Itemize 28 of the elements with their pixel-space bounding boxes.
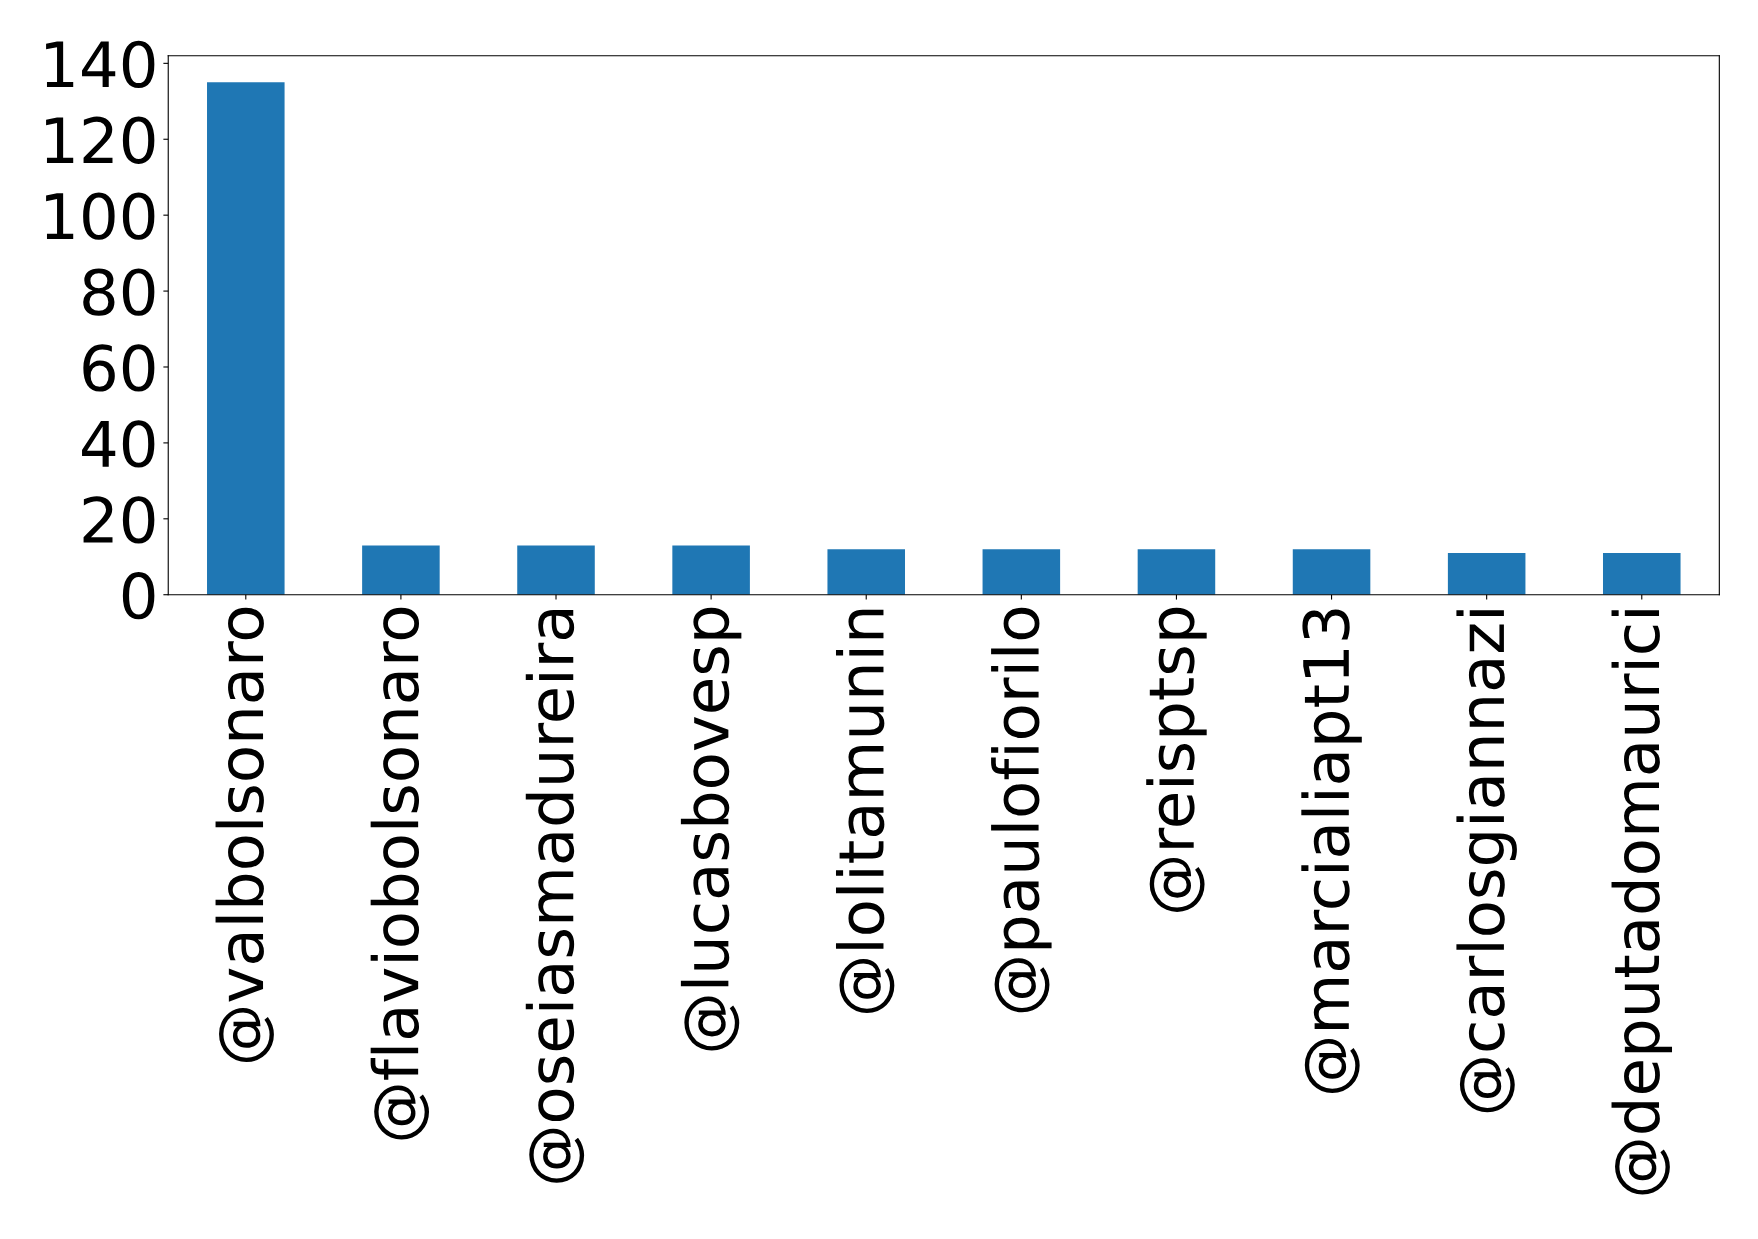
bar bbox=[362, 545, 440, 595]
x-tick-label: @lolitamunin bbox=[835, 609, 895, 1014]
x-tick-label: @flaviobolsonaro bbox=[370, 607, 430, 1140]
y-tick-label: 40 bbox=[82, 420, 155, 468]
x-tick-label: @deputadomaurici bbox=[1611, 610, 1673, 1195]
bar bbox=[1447, 552, 1526, 595]
y-tick-label: 100 bbox=[46, 192, 155, 240]
x-tick-label: @reisptsp bbox=[1146, 607, 1207, 912]
bar bbox=[982, 549, 1061, 595]
bar bbox=[207, 82, 285, 595]
y-tick-label: 0 bbox=[122, 572, 155, 620]
bar bbox=[1602, 552, 1681, 595]
y-tick-label: 140 bbox=[46, 40, 155, 88]
y-tick-label: 60 bbox=[83, 344, 155, 392]
y-tick-label: 120 bbox=[46, 116, 155, 164]
x-tick-label: @marcialiapt13 bbox=[1301, 609, 1362, 1094]
bar bbox=[672, 545, 750, 595]
x-tick-label: @valbolsonaro bbox=[215, 607, 274, 1062]
y-tick-label: 20 bbox=[83, 496, 155, 544]
bar bbox=[1292, 549, 1371, 595]
x-tick-label: @oseiasmadureira bbox=[525, 610, 585, 1183]
y-tick-label: 80 bbox=[83, 268, 155, 316]
bar bbox=[827, 549, 906, 595]
x-tick-label: @paulofiorilo bbox=[991, 607, 1052, 1013]
bar bbox=[517, 545, 595, 595]
x-tick-label: @carlosgiannazi bbox=[1456, 610, 1517, 1113]
x-tick-label: @lucasbovesp bbox=[680, 607, 742, 1051]
bar bbox=[1137, 549, 1216, 595]
